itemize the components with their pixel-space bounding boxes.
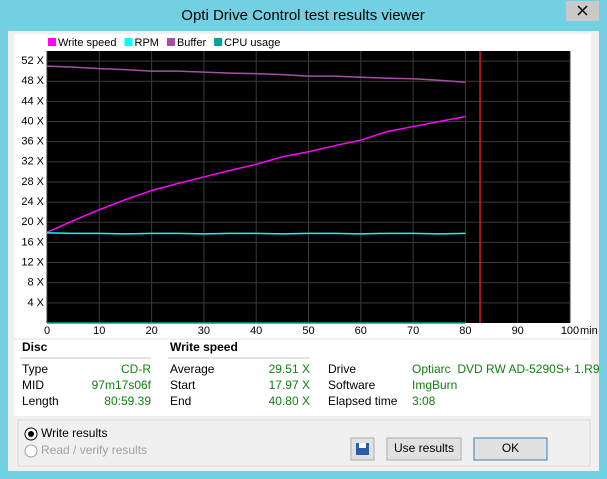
x-tick-label: 60: [355, 325, 367, 337]
info-value: 80:59.39: [104, 394, 151, 408]
radio-label: Read / verify results: [41, 443, 147, 457]
button[interactable]: [386, 437, 462, 461]
legend-swatch: [214, 38, 223, 46]
info-value: 29.51 X: [269, 362, 310, 376]
legend-swatch: [48, 38, 56, 46]
save-icon-label: [359, 443, 366, 448]
legend-label: CPU usage: [224, 37, 280, 49]
info-label: Average: [170, 362, 215, 376]
series-line: [46, 115, 466, 234]
x-tick-label: 80: [459, 325, 471, 337]
x-tick-label: 90: [512, 325, 524, 337]
y-tick-label: 8 X: [27, 277, 44, 289]
y-tick-label: 28 X: [21, 176, 44, 188]
button[interactable]: [473, 437, 548, 461]
x-tick-label: 10: [93, 325, 105, 337]
info-value: 97m17s06f: [92, 378, 152, 392]
info-value: 3:08: [412, 394, 436, 408]
info-label: Drive: [328, 362, 356, 376]
y-tick-label: 16 X: [21, 236, 44, 248]
legend-label: Buffer: [177, 37, 206, 49]
y-tick-label: 24 X: [21, 196, 44, 208]
x-tick-label: 50: [302, 325, 314, 337]
info-label: Type: [22, 362, 48, 376]
y-tick-label: 4 X: [27, 297, 44, 309]
x-tick-label: 70: [407, 325, 419, 337]
radio-dot: [28, 431, 34, 437]
info-label: MID: [22, 378, 44, 392]
y-tick-label: 52 X: [21, 55, 44, 67]
close-icon: [577, 5, 588, 16]
y-tick-label: 20 X: [21, 216, 44, 228]
info-label: Length: [22, 394, 59, 408]
info-value: 17.97 X: [269, 378, 310, 392]
y-tick-label: 36 X: [21, 136, 44, 148]
legend-label: Write speed: [58, 37, 117, 49]
series-line: [46, 65, 466, 83]
info-label: End: [170, 394, 191, 408]
y-tick-label: 40 X: [21, 115, 44, 127]
radio-button: [24, 444, 38, 458]
button-label[interactable]: OK: [502, 441, 519, 455]
section-header: Disc: [22, 340, 48, 354]
x-tick-label: 30: [198, 325, 210, 337]
info-label: Start: [170, 378, 196, 392]
info-panel: [14, 340, 591, 416]
y-tick-label: 12 X: [21, 256, 44, 268]
info-value: 40.80 X: [269, 394, 310, 408]
legend-swatch: [124, 38, 133, 46]
x-tick-label: 0: [44, 325, 50, 337]
y-tick-label: 44 X: [21, 95, 44, 107]
window-title: Opti Drive Control test results viewer: [181, 7, 424, 24]
series-line: [46, 232, 466, 235]
info-label: Elapsed time: [328, 394, 398, 408]
x-tick-label: 20: [145, 325, 157, 337]
options-group: [17, 419, 591, 467]
legend-swatch: [166, 38, 175, 46]
info-label: Software: [328, 378, 376, 392]
y-tick-label: 48 X: [21, 75, 44, 87]
info-value: CD-R: [121, 362, 151, 376]
x-tick-label: 100: [561, 325, 579, 337]
x-axis-label: min: [580, 325, 598, 337]
legend-label: RPM: [135, 37, 159, 49]
x-tick-label: 40: [250, 325, 262, 337]
info-value: Optiarc DVD RW AD-5290S+ 1.R9: [412, 362, 600, 376]
section-header: Write speed: [170, 340, 238, 354]
info-value: ImgBurn: [412, 378, 457, 392]
button-label[interactable]: Use results: [394, 441, 454, 455]
radio-label[interactable]: Write results: [41, 426, 107, 440]
y-tick-label: 32 X: [21, 156, 44, 168]
